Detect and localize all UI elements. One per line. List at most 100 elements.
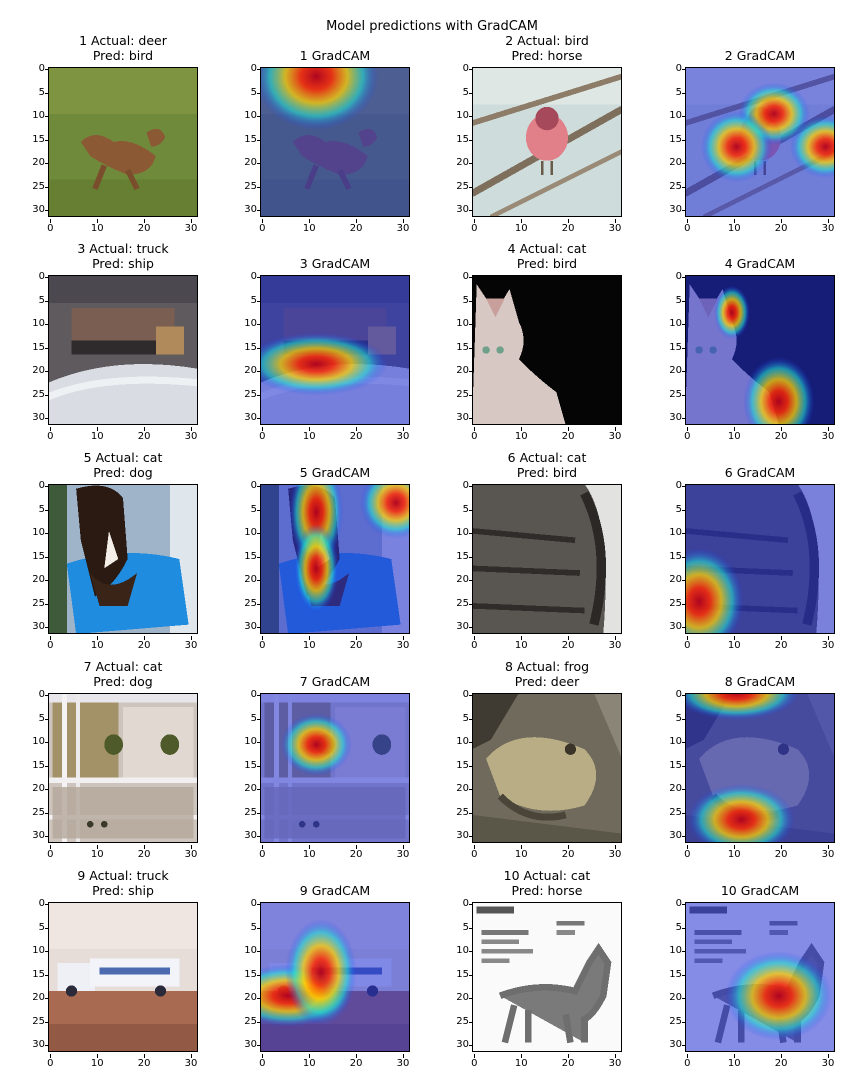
- x-tick-label: 30: [176, 219, 206, 235]
- x-tick-label: 10: [294, 636, 324, 652]
- x-tick-label: 10: [719, 845, 749, 861]
- y-tick-label: 30: [15, 1039, 49, 1051]
- x-tick-label: 10: [719, 1054, 749, 1070]
- x-tick-label: 30: [600, 1054, 630, 1070]
- subplot-subtitle: Pred: ship: [92, 883, 154, 898]
- y-tick-label: 10: [439, 527, 473, 539]
- subplot-14: 7 GradCAM 0 5 10 15 20 25 30 0 10 20 30: [244, 674, 410, 860]
- subplot-title: 7 GradCAM: [299, 674, 371, 689]
- y-tick-label: 15: [227, 342, 261, 354]
- y-tick-label: 25: [652, 1016, 686, 1028]
- y-tick-label: 30: [15, 204, 49, 216]
- x-tick-label: 0: [672, 636, 702, 652]
- x-tick-label: 20: [341, 636, 371, 652]
- x-tick-label: 20: [766, 427, 796, 443]
- x-tick-label: 10: [719, 636, 749, 652]
- x-tick-label: 0: [247, 427, 277, 443]
- y-tick-label: 5: [227, 87, 261, 99]
- y-tick-label: 0: [439, 689, 473, 701]
- subplot-11: 6 Actual: cat Pred: bird 0 5 10 15 20 25 30 0 10 2…: [456, 450, 622, 651]
- x-tick-label: 20: [553, 219, 583, 235]
- y-tick-label: 20: [439, 574, 473, 586]
- y-tick-label: 30: [439, 204, 473, 216]
- y-tick-label: 15: [227, 969, 261, 981]
- input-image: [48, 275, 198, 425]
- x-tick-label: 0: [35, 636, 65, 652]
- y-tick-label: 15: [15, 134, 49, 146]
- gradcam-heatmap: [685, 902, 835, 1052]
- gradcam-heatmap: [260, 67, 410, 217]
- y-tick-label: 25: [15, 181, 49, 193]
- x-tick-label: 30: [388, 845, 418, 861]
- subplot-10: 5 GradCAM 0 5 10 15 20 25 30 0 10 20 30: [244, 465, 410, 651]
- subplot-title: 4 GradCAM: [724, 256, 796, 271]
- x-tick-label: 0: [459, 845, 489, 861]
- y-tick-label: 0: [439, 63, 473, 75]
- x-tick-label: 10: [82, 427, 112, 443]
- y-tick-label: 15: [15, 342, 49, 354]
- y-tick-label: 0: [439, 480, 473, 492]
- x-tick-label: 20: [766, 1054, 796, 1070]
- y-tick-label: 15: [652, 969, 686, 981]
- gradcam-heatmap: [685, 67, 835, 217]
- y-tick-label: 5: [15, 922, 49, 934]
- gradcam-heatmap: [260, 275, 410, 425]
- x-tick-label: 20: [341, 219, 371, 235]
- subplot-subtitle: Pred: bird: [516, 256, 578, 271]
- x-tick-label: 20: [341, 427, 371, 443]
- y-tick-label: 30: [15, 830, 49, 842]
- y-tick-label: 10: [15, 736, 49, 748]
- y-tick-label: 0: [227, 271, 261, 283]
- gradcam-heatmap: [260, 902, 410, 1052]
- subplot-8: 4 GradCAM 0 5 10 15 20 25 30 0 10 20 30: [669, 256, 835, 442]
- subplot-15: 8 Actual: frog Pred: deer 0 5 10 15 20 25 30 0 10…: [456, 659, 622, 860]
- x-tick-label: 10: [82, 1054, 112, 1070]
- y-tick-label: 0: [15, 898, 49, 910]
- y-tick-label: 15: [227, 134, 261, 146]
- x-tick-label: 0: [247, 1054, 277, 1070]
- x-tick-label: 20: [553, 636, 583, 652]
- x-tick-label: 10: [506, 845, 536, 861]
- subplot-5: 3 Actual: truck Pred: ship 0 5 10 15 20 25 30 0 1…: [32, 241, 198, 442]
- x-tick-label: 10: [82, 845, 112, 861]
- x-tick-label: 30: [813, 636, 843, 652]
- y-tick-label: 20: [439, 365, 473, 377]
- y-tick-label: 25: [227, 598, 261, 610]
- subplot-title: 1 Actual: deer: [79, 33, 167, 48]
- y-tick-label: 10: [15, 527, 49, 539]
- subplot-17: 9 Actual: truck Pred: ship 0 5 10 15 20 25 30 0 1…: [32, 868, 198, 1069]
- subplot-title: 9 GradCAM: [299, 883, 371, 898]
- subplot-title: 5 Actual: cat: [83, 450, 163, 465]
- x-tick-label: 30: [176, 845, 206, 861]
- y-tick-label: 5: [652, 295, 686, 307]
- x-tick-label: 0: [247, 219, 277, 235]
- y-tick-label: 0: [15, 480, 49, 492]
- y-tick-label: 5: [652, 87, 686, 99]
- input-image: [472, 67, 622, 217]
- x-tick-label: 30: [600, 845, 630, 861]
- subplot-3: 2 Actual: bird Pred: horse 0 5 10 15 20 25 30 0 1…: [456, 33, 622, 234]
- y-tick-label: 30: [227, 204, 261, 216]
- x-tick-label: 10: [294, 1054, 324, 1070]
- x-tick-label: 30: [176, 636, 206, 652]
- y-tick-label: 10: [15, 318, 49, 330]
- y-tick-label: 20: [652, 365, 686, 377]
- subplot-title: 9 Actual: truck: [77, 868, 169, 883]
- x-tick-label: 30: [813, 1054, 843, 1070]
- y-tick-label: 0: [15, 689, 49, 701]
- y-tick-label: 20: [439, 992, 473, 1004]
- y-tick-label: 20: [439, 783, 473, 795]
- y-tick-label: 20: [15, 783, 49, 795]
- subplot-18: 9 GradCAM 0 5 10 15 20 25 30 0 10 20 30: [244, 883, 410, 1069]
- y-tick-label: 10: [652, 318, 686, 330]
- y-tick-label: 15: [439, 760, 473, 772]
- y-tick-label: 10: [227, 527, 261, 539]
- y-tick-label: 25: [15, 598, 49, 610]
- y-tick-label: 5: [652, 713, 686, 725]
- gradcam-heatmap: [685, 275, 835, 425]
- y-tick-label: 15: [652, 134, 686, 146]
- y-tick-label: 0: [652, 898, 686, 910]
- subplot-subtitle: Pred: bird: [516, 465, 578, 480]
- y-tick-label: 30: [439, 621, 473, 633]
